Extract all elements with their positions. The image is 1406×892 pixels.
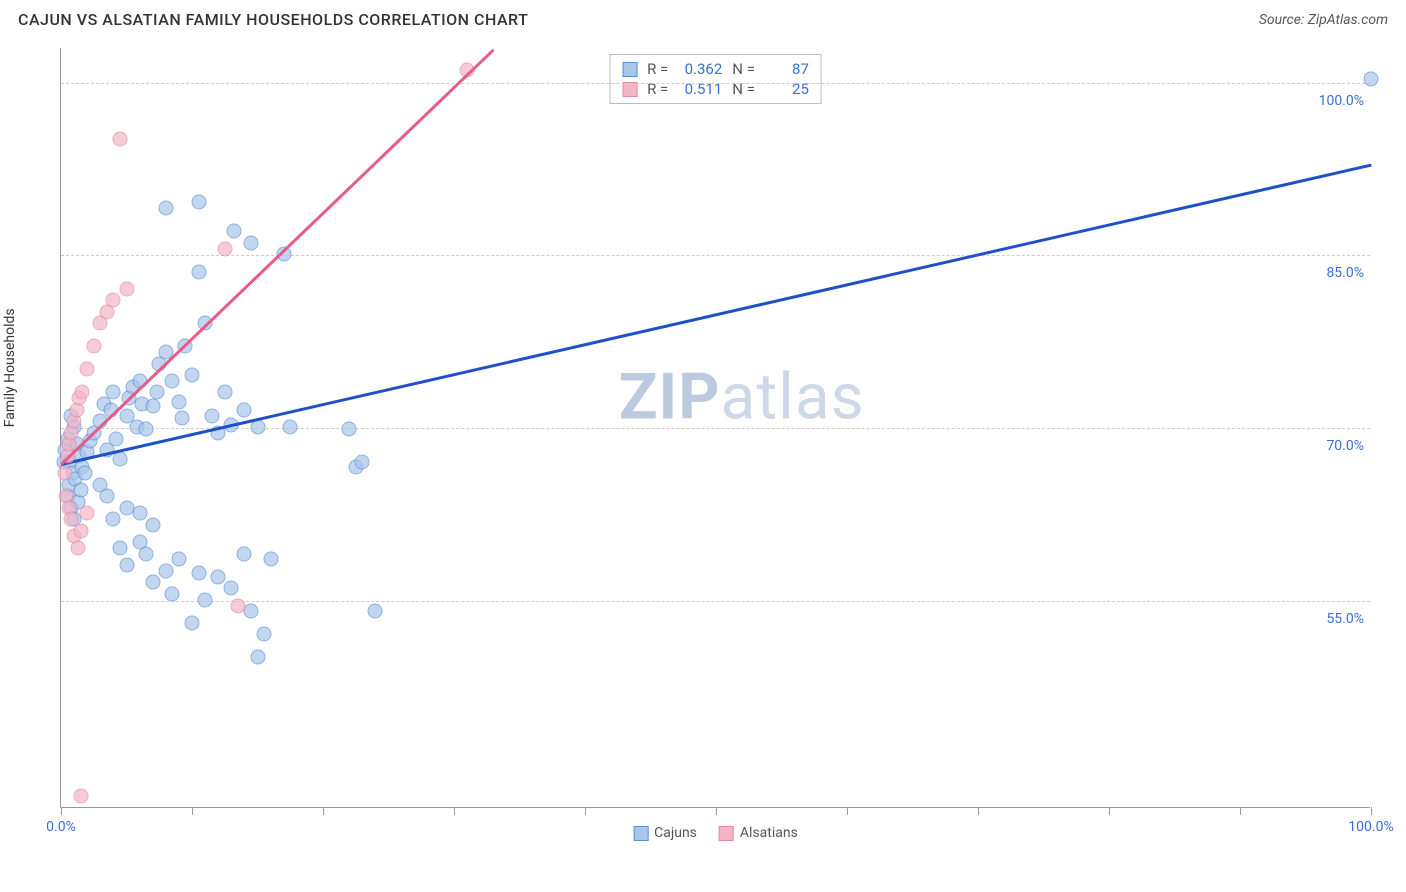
chart-container: Family Households ZIPatlas R = 0.362 N =… xyxy=(48,48,1388,838)
scatter-point xyxy=(112,132,127,147)
xtick xyxy=(1240,807,1241,815)
gridline xyxy=(61,83,1370,84)
plot-area: ZIPatlas R = 0.362 N = 87 R = 0.511 N = … xyxy=(60,48,1370,808)
scatter-point xyxy=(158,201,173,216)
trend-line xyxy=(61,163,1372,465)
scatter-point xyxy=(250,650,265,665)
scatter-point xyxy=(73,523,88,538)
scatter-point xyxy=(86,339,101,354)
scatter-point xyxy=(185,615,200,630)
scatter-point xyxy=(243,604,258,619)
scatter-point xyxy=(119,281,134,296)
xtick xyxy=(323,807,324,815)
legend-item-cajuns: Cajuns xyxy=(633,825,697,841)
scatter-point xyxy=(74,385,89,400)
scatter-point xyxy=(224,581,239,596)
scatter-point xyxy=(77,466,92,481)
scatter-point xyxy=(191,566,206,581)
scatter-point xyxy=(109,431,124,446)
stats-legend-box: R = 0.362 N = 87 R = 0.511 N = 25 xyxy=(609,54,822,104)
swatch-alsatians xyxy=(622,82,637,97)
scatter-point xyxy=(217,241,232,256)
scatter-point xyxy=(106,293,121,308)
scatter-point xyxy=(57,466,72,481)
y-axis-label: Family Households xyxy=(2,308,18,427)
xtick-label: 100.0% xyxy=(1348,819,1393,835)
scatter-point xyxy=(149,385,164,400)
scatter-point xyxy=(112,540,127,555)
scatter-point xyxy=(263,552,278,567)
swatch-cajuns xyxy=(622,62,637,77)
scatter-point xyxy=(217,385,232,400)
scatter-point xyxy=(119,558,134,573)
scatter-point xyxy=(174,410,189,425)
gridline xyxy=(61,601,1370,602)
stats-row-cajuns: R = 0.362 N = 87 xyxy=(622,59,809,79)
scatter-point xyxy=(80,506,95,521)
bottom-legend: Cajuns Alsatians xyxy=(633,825,798,841)
ytick-label: 100.0% xyxy=(1319,93,1364,109)
scatter-point xyxy=(132,506,147,521)
xtick xyxy=(978,807,979,815)
scatter-point xyxy=(80,362,95,377)
scatter-point xyxy=(145,517,160,532)
scatter-point xyxy=(237,546,252,561)
xtick xyxy=(1109,807,1110,815)
xtick xyxy=(454,807,455,815)
scatter-point xyxy=(139,422,154,437)
ytick-label: 55.0% xyxy=(1326,611,1364,627)
scatter-point xyxy=(243,235,258,250)
scatter-point xyxy=(165,586,180,601)
scatter-point xyxy=(355,454,370,469)
scatter-point xyxy=(112,452,127,467)
xtick xyxy=(716,807,717,815)
xtick xyxy=(847,807,848,815)
scatter-point xyxy=(106,385,121,400)
scatter-point xyxy=(145,399,160,414)
swatch-cajuns xyxy=(633,826,648,841)
gridline xyxy=(61,255,1370,256)
ytick-label: 85.0% xyxy=(1326,265,1364,281)
scatter-point xyxy=(185,368,200,383)
xtick xyxy=(61,807,62,815)
scatter-point xyxy=(226,224,241,239)
scatter-point xyxy=(283,420,298,435)
scatter-point xyxy=(165,373,180,388)
scatter-point xyxy=(139,546,154,561)
scatter-point xyxy=(99,489,114,504)
scatter-point xyxy=(230,598,245,613)
scatter-point xyxy=(106,512,121,527)
scatter-point xyxy=(198,592,213,607)
legend-item-alsatians: Alsatians xyxy=(719,825,798,841)
scatter-point xyxy=(71,540,86,555)
source-attribution: Source: ZipAtlas.com xyxy=(1259,12,1388,28)
xtick xyxy=(585,807,586,815)
scatter-point xyxy=(204,408,219,423)
scatter-point xyxy=(257,627,272,642)
chart-title: CAJUN VS ALSATIAN FAMILY HOUSEHOLDS CORR… xyxy=(18,10,528,29)
ytick-label: 70.0% xyxy=(1326,438,1364,454)
watermark: ZIPatlas xyxy=(619,360,865,435)
scatter-point xyxy=(73,483,88,498)
swatch-alsatians xyxy=(719,826,734,841)
xtick xyxy=(192,807,193,815)
scatter-point xyxy=(171,394,186,409)
scatter-point xyxy=(211,569,226,584)
scatter-point xyxy=(171,552,186,567)
scatter-point xyxy=(237,402,252,417)
xtick-label: 0.0% xyxy=(46,819,76,835)
trend-line xyxy=(60,48,494,464)
scatter-point xyxy=(145,575,160,590)
scatter-point xyxy=(191,264,206,279)
scatter-point xyxy=(342,422,357,437)
scatter-point xyxy=(368,604,383,619)
xtick xyxy=(1371,807,1372,815)
chart-header: CAJUN VS ALSATIAN FAMILY HOUSEHOLDS CORR… xyxy=(0,0,1406,35)
scatter-point xyxy=(158,563,173,578)
scatter-point xyxy=(191,195,206,210)
scatter-point xyxy=(73,788,88,803)
scatter-point xyxy=(1364,72,1379,87)
